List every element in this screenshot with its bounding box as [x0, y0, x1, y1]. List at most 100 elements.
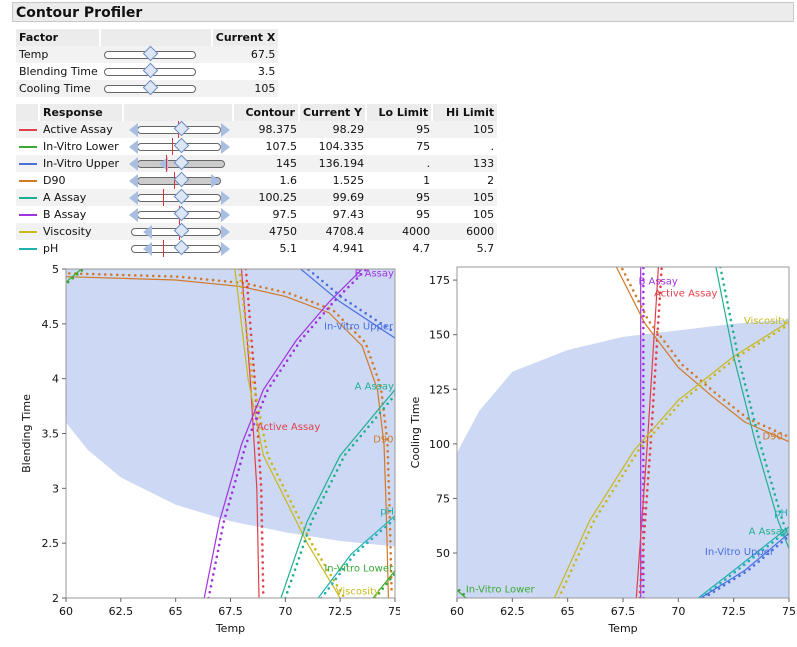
hi-limit-value[interactable]: 6000 — [433, 223, 498, 240]
response-slider[interactable] — [129, 239, 230, 257]
contour-label: pH — [774, 508, 788, 519]
lo-limit-arrow[interactable] — [129, 157, 138, 171]
lo-limit-arrow[interactable] — [129, 140, 138, 154]
lo-limit-arrow[interactable] — [143, 242, 152, 256]
y-tick-label: 175 — [429, 274, 450, 287]
response-slider[interactable] — [129, 120, 230, 138]
response-color-swatch — [16, 223, 40, 240]
limit-dotted-line — [66, 269, 85, 284]
hi-limit-value[interactable]: 2 — [487, 174, 495, 187]
hi-limit-arrow[interactable] — [221, 191, 230, 205]
hi-limit-arrow[interactable] — [159, 157, 168, 171]
y-tick-label: 4 — [52, 373, 59, 386]
current-value-marker — [166, 155, 167, 172]
response-row: B Assay 97.5 97.43 95 105 — [16, 205, 497, 223]
lo-limit-value[interactable]: 75 — [416, 140, 431, 153]
contour-line[interactable] — [635, 267, 660, 598]
contour-line[interactable] — [280, 389, 395, 598]
response-color-swatch — [16, 121, 40, 138]
hi-limit-arrow[interactable] — [221, 225, 230, 239]
contour-line[interactable] — [203, 269, 363, 598]
hi-limit-value[interactable]: 5.7 — [476, 242, 495, 255]
contour-label: B Assay — [355, 269, 394, 280]
x-tick-label: 75 — [782, 605, 796, 618]
lo-limit-value[interactable]: 95 — [367, 189, 434, 206]
contour-value[interactable]: 97.5 — [272, 208, 298, 221]
limit-dotted-line — [320, 516, 395, 598]
y-tick-label: 75 — [436, 492, 450, 505]
lo-limit-value[interactable]: 95 — [416, 208, 431, 221]
factor-current-x[interactable]: 3.5 — [257, 65, 276, 78]
contour-value[interactable]: 145 — [234, 155, 300, 172]
contour-plot-blending-vs-temp[interactable]: B Assay In-Vitro Upper A Assay Active Assay… — [0, 262, 400, 647]
contour-line[interactable] — [700, 532, 789, 598]
response-slider[interactable] — [129, 188, 230, 206]
hi-limit-arrow[interactable] — [221, 208, 230, 222]
x-axis-label: Temp — [215, 622, 245, 635]
response-slider-cell — [124, 137, 234, 155]
hi-limit-value[interactable]: 105 — [433, 121, 498, 138]
factor-current-x[interactable]: 67.5 — [212, 46, 279, 63]
contour-value[interactable]: 5.1 — [279, 242, 298, 255]
factor-slider[interactable] — [103, 62, 196, 80]
contour-value[interactable]: 1.6 — [279, 174, 298, 187]
lo-limit-value[interactable]: 1 — [423, 174, 431, 187]
x-tick-label: 65 — [561, 605, 575, 618]
lo-limit-arrow[interactable] — [143, 225, 152, 239]
lo-limit-value[interactable]: . — [367, 155, 434, 172]
hi-limit-arrow[interactable] — [221, 140, 230, 154]
x-axis-label: Temp — [607, 622, 637, 635]
hi-limit-arrow[interactable] — [211, 174, 220, 188]
response-slider[interactable] — [129, 205, 230, 223]
y-tick-label: 125 — [429, 383, 450, 396]
hi-limit-value[interactable]: 105 — [473, 208, 495, 221]
hi-limit-arrow[interactable] — [221, 123, 230, 137]
response-slider[interactable] — [129, 137, 230, 155]
factor-slider-cell — [101, 62, 213, 80]
response-slider[interactable] — [129, 154, 229, 172]
lo-limit-value[interactable]: 95 — [367, 121, 434, 138]
contour-value[interactable]: 100.25 — [234, 189, 300, 206]
contour-line[interactable] — [615, 267, 789, 443]
hi-limit-value[interactable]: 133 — [433, 155, 498, 172]
contour-line[interactable] — [66, 269, 82, 283]
panel-title[interactable]: Contour Profiler — [12, 2, 794, 22]
lo-limit-arrow[interactable] — [129, 123, 138, 137]
contour-value[interactable]: 4750 — [234, 223, 300, 240]
contour-label: D90 — [762, 431, 782, 442]
contour-line[interactable] — [372, 570, 395, 598]
contour-line[interactable] — [553, 321, 789, 598]
hi-limit-value[interactable]: . — [490, 140, 495, 153]
lo-limit-value[interactable]: 4000 — [367, 223, 434, 240]
contour-line[interactable] — [457, 589, 467, 598]
contour-label: Viscosity — [336, 587, 380, 598]
response-slider[interactable] — [129, 222, 230, 240]
lo-limit-arrow[interactable] — [129, 208, 138, 222]
contour-line[interactable] — [66, 276, 390, 598]
x-tick-label: 60 — [450, 605, 464, 618]
contour-line[interactable] — [300, 269, 395, 339]
y-tick-label: 150 — [429, 329, 450, 342]
contour-value[interactable]: 107.5 — [265, 140, 298, 153]
x-tick-label: 60 — [59, 605, 73, 618]
contour-label: In-Vitro Lower — [324, 564, 394, 575]
contour-line[interactable] — [234, 269, 341, 598]
contour-value[interactable]: 98.375 — [234, 121, 300, 138]
contour-line[interactable] — [715, 267, 789, 549]
hi-limit-value[interactable]: 105 — [433, 189, 498, 206]
response-name: D90 — [43, 174, 66, 187]
lo-limit-value[interactable]: 4.7 — [412, 242, 431, 255]
factor-slider[interactable] — [103, 79, 196, 97]
factor-slider[interactable] — [103, 45, 196, 63]
response-name: In-Vitro Lower — [43, 140, 119, 153]
x-tick-label: 67.5 — [611, 605, 636, 618]
contour-line[interactable] — [697, 526, 789, 598]
factor-current-x[interactable]: 105 — [212, 80, 279, 97]
response-slider[interactable] — [129, 171, 229, 189]
lo-limit-arrow[interactable] — [129, 174, 138, 188]
hi-limit-arrow[interactable] — [221, 242, 230, 256]
contour-line[interactable] — [317, 515, 395, 598]
lo-limit-arrow[interactable] — [129, 191, 138, 205]
hi-limit-header: Hi Limit — [433, 104, 498, 121]
